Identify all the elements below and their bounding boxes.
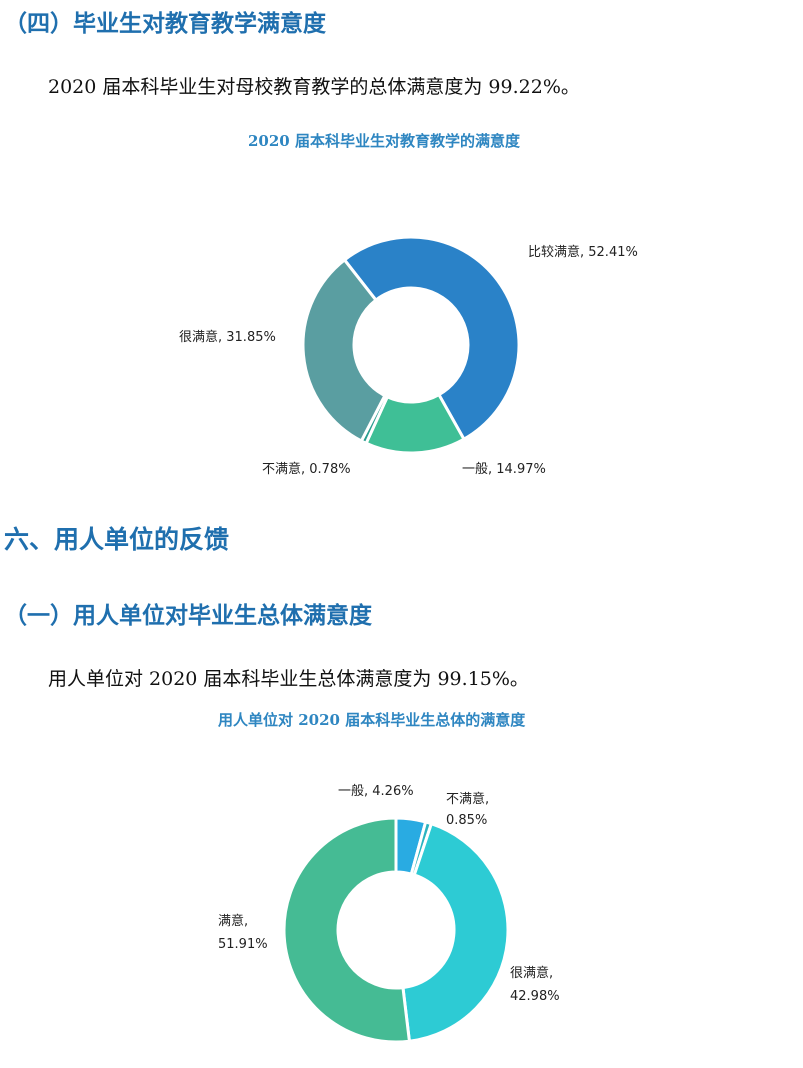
section-heading: （四）毕业生对教育教学满意度 [4, 11, 326, 37]
slice-label: 不满意, 0.78% [262, 462, 351, 477]
sub-heading: （一）用人单位对毕业生总体满意度 [4, 603, 372, 629]
slice-label: 很满意, 31.85% [179, 330, 276, 345]
pie-slice-3 [282, 816, 412, 1044]
pie-slice-2 [401, 821, 510, 1043]
pie-slice-3 [301, 257, 387, 443]
pie-slice-0 [342, 235, 521, 442]
section-heading: 六、用人单位的反馈 [4, 525, 230, 554]
slice-label: 不满意, 0.85% [446, 792, 490, 828]
paragraph: 2020 届本科毕业生对母校教育教学的总体满意度为 99.22%。 [48, 76, 580, 98]
chart-title: 2020 届本科毕业生对教育教学的满意度 [248, 132, 520, 150]
slice-label: 满意, 51.91% [218, 914, 268, 952]
slice-label: 比较满意, 52.41% [528, 245, 638, 260]
paragraph: 用人单位对 2020 届本科毕业生总体满意度为 99.15%。 [48, 668, 529, 690]
slice-label: 一般, 14.97% [462, 462, 546, 477]
slice-label: 很满意, 42.98% [510, 966, 560, 1004]
chart-title: 用人单位对 2020 届本科毕业生总体的满意度 [218, 711, 526, 729]
slice-label: 一般, 4.26% [338, 784, 414, 799]
